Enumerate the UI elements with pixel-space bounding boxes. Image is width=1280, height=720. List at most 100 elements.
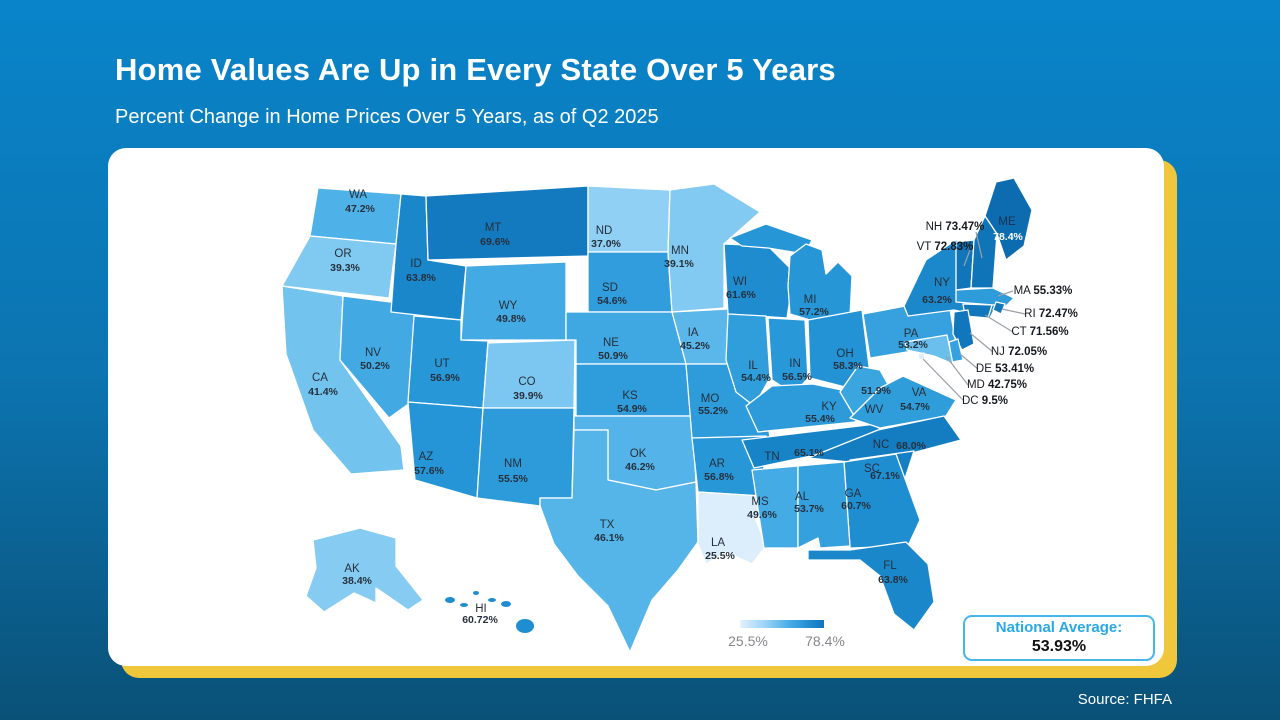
state-shape-hi-island-0 [445,597,455,603]
state-shape-mt [425,185,589,261]
state-label-al: AL [795,491,810,503]
state-shape-tx [539,429,699,653]
state-shape-al [797,461,851,549]
state-label-nv: NV [365,347,381,359]
state-label-id: ID [410,258,422,270]
page-title: Home Values Are Up in Every State Over 5… [115,52,836,87]
callout-line-ri [1001,308,1026,315]
state-value-id: 63.8% [406,272,436,284]
state-label-ok: OK [630,448,647,460]
state-value-co: 39.9% [513,390,543,402]
state-value-wv: 51.9% [861,385,891,397]
state-label-pa: PA [904,328,919,340]
state-value-nv: 50.2% [360,360,390,372]
state-shape-md [904,334,954,365]
state-value-va: 54.7% [900,401,930,413]
state-label-oh: OH [836,348,853,360]
state-label-ak: AK [344,563,360,575]
callout-line-vt [963,249,971,267]
state-value-ga: 60.7% [841,500,871,512]
state-shape-ak [305,527,424,613]
callout-line-de [959,353,979,370]
legend-max-label: 78.4% [805,633,845,649]
national-average-box: National Average: 53.93% [963,615,1155,661]
state-value-ia: 45.2% [680,340,710,352]
state-label-sd: SD [602,282,618,294]
state-label-ne: NE [603,337,619,349]
state-value-sc: 67.1% [870,470,900,482]
state-value-ky: 55.4% [805,413,835,425]
legend-gradient-bar [740,620,824,628]
page-subtitle: Percent Change in Home Prices Over 5 Yea… [115,106,659,128]
state-value-pa: 53.2% [898,339,928,351]
national-average-label: National Average: [995,618,1123,636]
state-label-ms: MS [751,496,769,508]
state-value-ok: 46.2% [625,461,655,473]
state-shape-mi [787,243,853,321]
state-value-ar: 56.8% [704,471,734,483]
state-callout-ma: MA 55.33% [1014,285,1073,297]
state-callout-md: MD 42.75% [967,379,1027,391]
state-value-mi: 57.2% [799,306,829,318]
state-callout-de: DE 53.41% [976,363,1034,375]
state-label-wy: WY [499,300,518,312]
state-label-il: IL [748,360,758,372]
state-value-ny: 63.2% [922,294,952,306]
state-callout-ri: RI 72.47% [1024,308,1078,320]
state-value-la: 25.5% [705,550,735,562]
state-value-nd: 37.0% [591,238,621,250]
state-value-tx: 46.1% [594,532,624,544]
state-value-ak: 38.4% [342,575,372,587]
callout-line-ct [984,314,1014,333]
state-shape-ri [992,301,1006,315]
state-value-wi: 61.6% [726,289,756,301]
state-shape-az [407,401,484,499]
state-label-mt: MT [485,222,502,234]
state-label-ia: IA [688,327,699,339]
state-shape-ma [955,287,1015,307]
state-shape-hi-island-1 [460,603,468,607]
state-value-fl: 63.8% [878,574,908,586]
state-label-nd: ND [596,225,613,237]
state-value-mt: 69.6% [480,236,510,248]
state-value-ca: 41.4% [308,386,338,398]
state-label-ar: AR [709,458,725,470]
state-shape-ms [751,465,799,549]
state-value-hi: 60.72% [462,614,498,626]
state-shape-dc [917,352,926,361]
state-shape-or [281,235,397,299]
state-value-me: 78.4% [993,231,1023,243]
state-label-az: AZ [419,451,434,463]
callout-line-ma [997,290,1014,297]
state-value-tn: 65.1% [794,447,824,459]
state-label-fl: FL [883,560,897,572]
state-callout-dc: DC 9.5% [962,395,1008,407]
state-value-mo: 55.2% [698,405,728,417]
state-value-in: 56.5% [782,371,812,383]
state-label-co: CO [518,376,535,388]
state-shape-nm [476,407,575,507]
national-average-value: 53.93% [1031,638,1087,656]
state-label-wv: WV [865,404,884,416]
callout-line-nh [975,231,983,259]
legend-min-label: 25.5% [728,633,768,649]
state-value-sd: 54.6% [597,295,627,307]
state-label-ny: NY [934,277,950,289]
state-label-ut: UT [434,358,449,370]
state-callout-nj: NJ 72.05% [991,346,1047,358]
state-shape-me [984,177,1033,261]
state-label-or: OR [334,248,351,260]
state-label-va: VA [912,387,927,399]
state-label-ky: KY [821,401,837,413]
source-attribution: Source: FHFA [1077,691,1172,708]
state-label-nc: NC [873,439,890,451]
state-shape-hi-island-3 [488,598,496,602]
state-shape-fl [807,541,935,631]
state-label-me: ME [998,216,1016,228]
state-label-tn: TN [764,451,779,463]
state-shape-va [849,375,957,429]
state-value-or: 39.3% [330,262,360,274]
state-label-nm: NM [504,458,522,470]
state-label-mn: MN [671,245,689,257]
